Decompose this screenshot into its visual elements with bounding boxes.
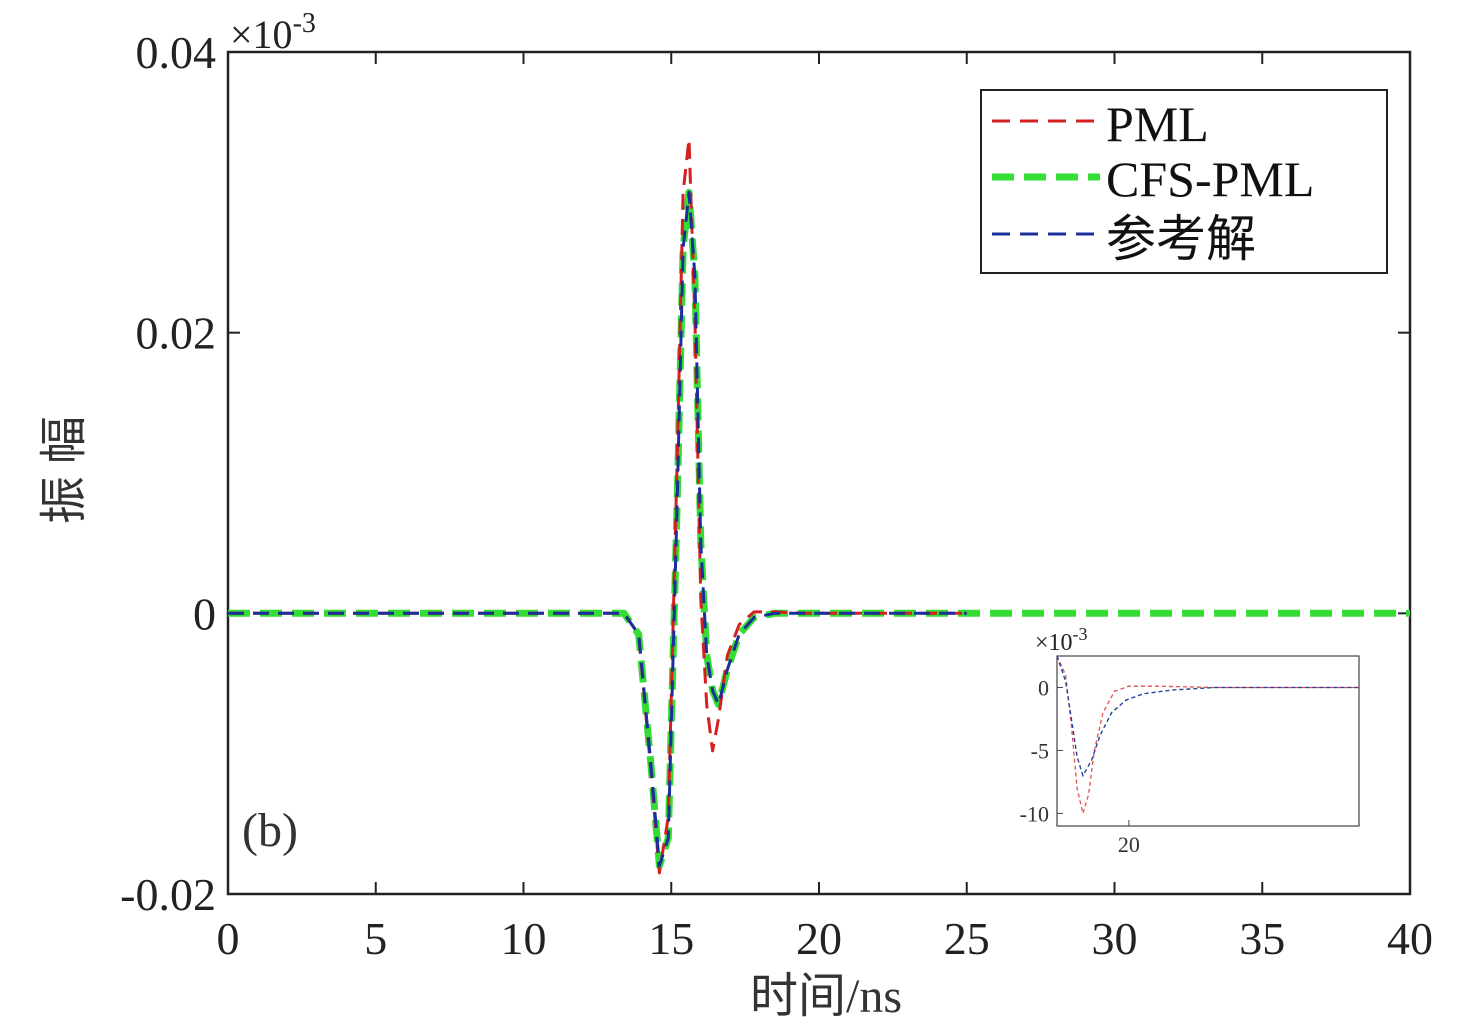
x-axis-ticks: 0 5 10 15 20 25 30 35 40 [217, 52, 1433, 964]
inset-y-tick-label: -5 [1031, 738, 1049, 763]
inset-y-multiplier: ×10-3 [1035, 624, 1088, 656]
inset-y-tick-label: -10 [1020, 801, 1049, 826]
series-line-series [228, 190, 967, 868]
panel-label: (b) [242, 804, 298, 857]
x-tick-label: 5 [364, 913, 387, 964]
x-axis-title: 时间/ns [750, 970, 902, 1023]
inset-frame [1056, 655, 1360, 827]
x-tick-label: 25 [944, 913, 990, 964]
y-axis-ticks: -0.02 0 0.02 0.04 [120, 27, 1410, 920]
x-tick-label: 15 [648, 913, 694, 964]
y-tick-label: 0.02 [136, 308, 217, 359]
x-tick-label: 20 [796, 913, 842, 964]
x-tick-label: 10 [501, 913, 547, 964]
x-tick-label: 35 [1239, 913, 1285, 964]
legend-label-cfs-pml: CFS-PML [1106, 151, 1314, 207]
y-tick-label: 0.04 [136, 27, 217, 78]
y-tick-label: -0.02 [120, 869, 216, 920]
y-tick-label: 0 [193, 588, 216, 639]
legend-label-pml: PML [1106, 96, 1209, 152]
y-multiplier-exp: -3 [293, 8, 316, 39]
x-tick-label: 30 [1092, 913, 1138, 964]
x-tick-label: 0 [217, 913, 240, 964]
series-group [228, 137, 1410, 875]
x-tick-label: 40 [1387, 913, 1433, 964]
inset-ticks: -10 -5 0 20 [1020, 675, 1140, 857]
inset-y-multiplier-base: ×10 [1035, 630, 1073, 656]
legend: PML CFS-PML 参考解 [980, 89, 1388, 274]
y-multiplier-base: ×10 [230, 12, 293, 57]
legend-label-reference: 参考解 [1106, 211, 1256, 267]
inset-series-line-series [1056, 655, 1359, 778]
y-multiplier: ×10-3 [230, 8, 316, 57]
inset-x-tick-label: 20 [1118, 832, 1140, 857]
inset-chart: -10 -5 0 20 ×10-3 [1020, 624, 1360, 857]
inset-y-multiplier-exp: -3 [1073, 624, 1088, 644]
y-axis-title: 振 幅 [38, 416, 91, 524]
inset-series [1056, 655, 1359, 816]
inset-y-tick-label: 0 [1038, 675, 1049, 700]
